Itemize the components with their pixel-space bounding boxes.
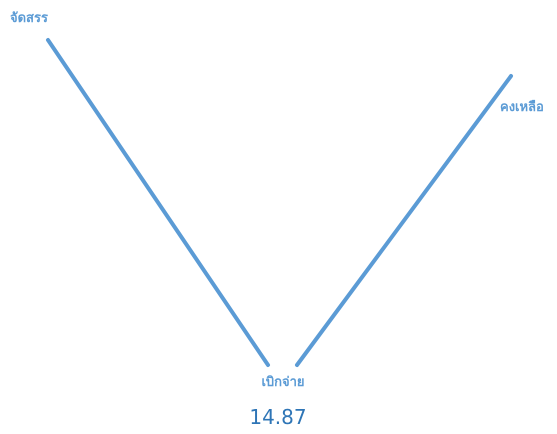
series-line-allocated-to-disbursed [46, 38, 270, 367]
series-line-disbursed-to-remaining [295, 74, 513, 367]
data-label-disbursed-value: 14.87 [249, 405, 306, 429]
category-label-remaining: คงเหลือ [500, 99, 544, 115]
category-label-allocated: จัดสรร [10, 11, 48, 26]
category-label-disbursed: เบิกจ่าย [261, 375, 304, 390]
